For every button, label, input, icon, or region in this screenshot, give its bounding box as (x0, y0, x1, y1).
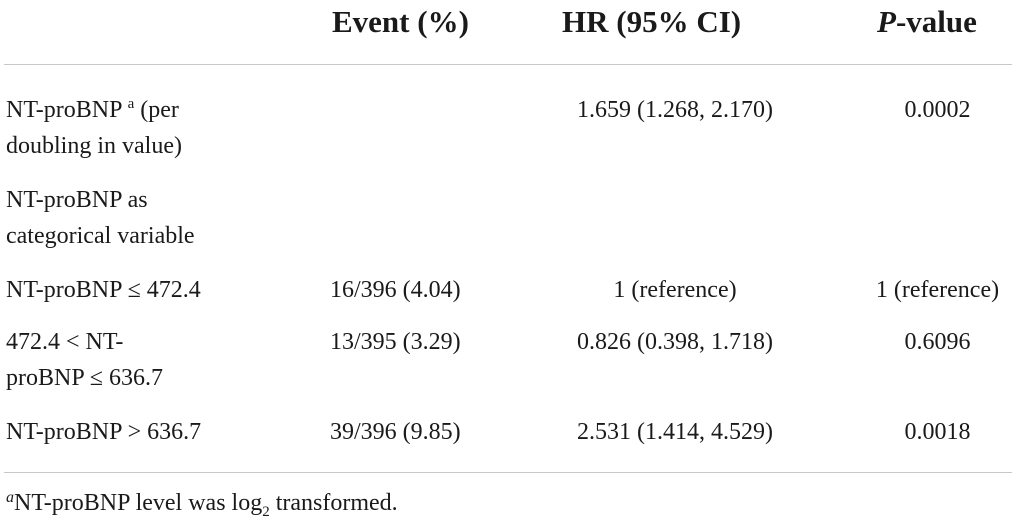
row-label: NT-proBNP ≤ 472.4 (6, 272, 306, 308)
header-divider (4, 64, 1012, 65)
row-label: 472.4 < NT- proBNP ≤ 636.7 (6, 324, 306, 396)
row-label-text: 472.4 < NT- (6, 329, 124, 355)
row-p-value: 0.0018 (904, 419, 971, 445)
header-p-letter: P (877, 4, 896, 39)
footnote-text: NT-proBNP level was log (14, 490, 263, 516)
row-label-text: proBNP ≤ 636.7 (6, 365, 163, 391)
footnote-text: transformed. (269, 490, 398, 516)
footnote-subscript: 2 (262, 503, 270, 520)
header-p-rest: -value (895, 4, 977, 39)
row-label: NT-proBNP > 636.7 (6, 414, 306, 450)
row-label-text: NT-proBNP as (6, 187, 148, 213)
row-hr: 1.659 (1.268, 2.170) (577, 97, 773, 123)
footnote-marker: a (127, 96, 135, 112)
row-p-value: 0.0002 (904, 97, 971, 123)
row-event: 13/395 (3.29) (330, 329, 461, 355)
table-header: Event (%) HR (95% CI) P-value (0, 0, 1017, 60)
row-event: 39/396 (9.85) (330, 419, 461, 445)
footer-divider (4, 472, 1012, 473)
row-hr: 1 (reference) (613, 277, 737, 303)
header-hr: HR (95% CI) (562, 4, 742, 39)
footnote-letter: a (6, 489, 14, 506)
row-label: NT-proBNP as categorical variable (6, 182, 306, 254)
row-label-text: NT-proBNP (6, 97, 128, 123)
header-event: Event (%) (332, 4, 469, 39)
row-label-text: (per (134, 97, 179, 123)
row-p-value: 1 (reference) (875, 277, 1000, 303)
header-p-value: P-value (877, 4, 977, 40)
row-p-value: 0.6096 (904, 329, 971, 355)
table-footnote: aNT-proBNP level was log2 transformed. (6, 485, 398, 521)
row-label-text: NT-proBNP ≤ 472.4 (6, 277, 201, 303)
row-label-text: categorical variable (6, 223, 195, 249)
row-label: NT-proBNP a (per doubling in value) (6, 92, 306, 164)
row-label-text: NT-proBNP > 636.7 (6, 419, 202, 445)
row-hr: 2.531 (1.414, 4.529) (577, 419, 773, 445)
row-hr: 0.826 (0.398, 1.718) (577, 329, 773, 355)
row-label-text: doubling in value) (6, 133, 182, 159)
row-event: 16/396 (4.04) (330, 277, 461, 303)
